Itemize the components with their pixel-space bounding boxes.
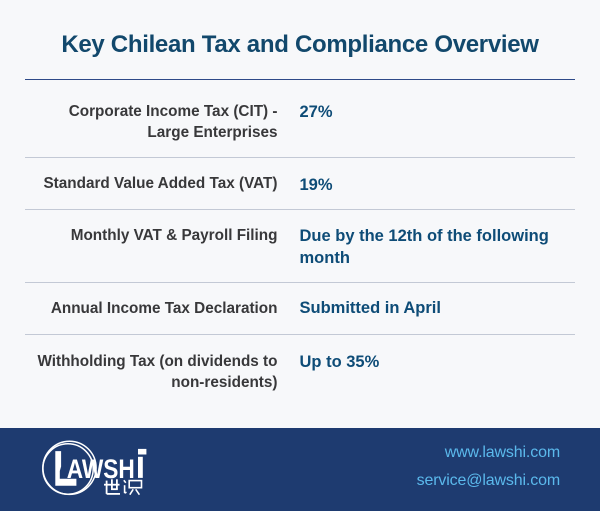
svg-text:AWSH: AWSH (67, 454, 135, 484)
